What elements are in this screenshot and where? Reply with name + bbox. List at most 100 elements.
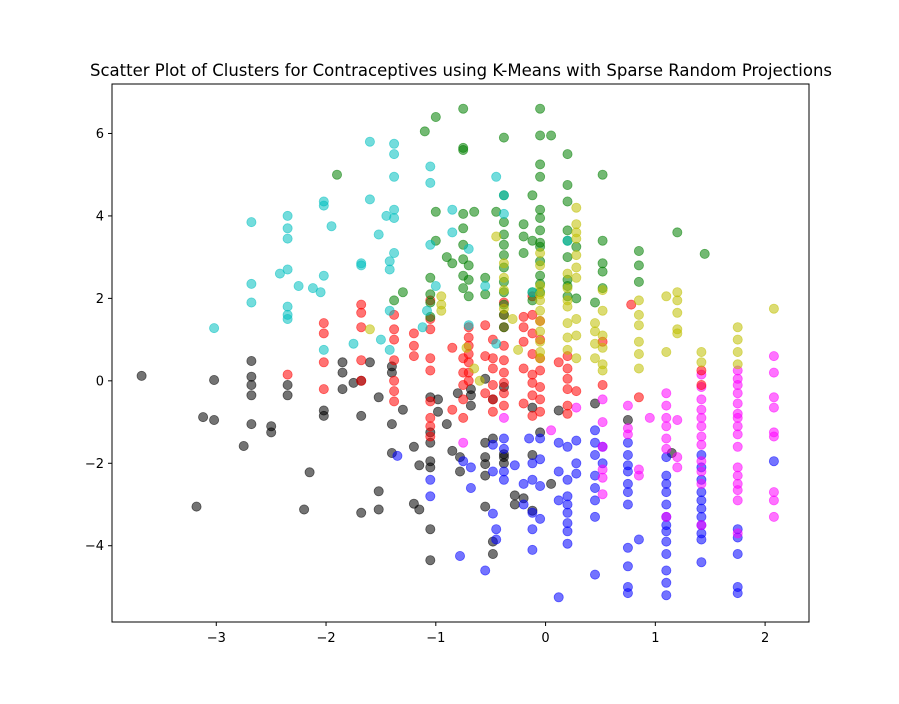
scatter-point: [597, 489, 608, 500]
scatter-point: [562, 301, 573, 312]
scatter-point: [546, 425, 557, 436]
scatter-point: [318, 384, 329, 395]
scatter-point: [282, 390, 293, 401]
scatter-point: [518, 398, 529, 409]
scatter-point: [535, 365, 546, 376]
x-tick-label: −1: [426, 631, 445, 646]
scatter-point: [318, 318, 329, 329]
scatter-point: [518, 311, 529, 322]
scatter-point: [441, 252, 452, 263]
scatter-point: [414, 504, 425, 515]
scatter-point: [463, 332, 474, 343]
scatter-point: [597, 330, 608, 341]
scatter-point: [447, 227, 458, 238]
scatter-point: [562, 474, 573, 485]
scatter-point: [425, 161, 436, 172]
scatter-point: [498, 303, 509, 314]
scatter-point: [571, 293, 582, 304]
y-tick-label: −4: [85, 539, 104, 554]
scatter-point: [474, 375, 485, 386]
scatter-point: [364, 324, 375, 335]
scatter-point: [513, 344, 524, 355]
scatter-point: [527, 544, 538, 555]
scatter-point: [553, 405, 564, 416]
scatter-point: [696, 394, 707, 405]
scatter-point: [571, 202, 582, 213]
scatter-point: [414, 460, 425, 471]
x-tick-label: −2: [316, 631, 335, 646]
scatter-point: [661, 412, 672, 423]
scatter-point: [633, 348, 644, 359]
scatter-point: [373, 486, 384, 497]
scatter-point: [661, 577, 672, 588]
scatter-point: [626, 299, 637, 310]
scatter-point: [535, 480, 546, 491]
scatter-point: [622, 429, 633, 440]
scatter-point: [458, 283, 469, 294]
scatter-point: [696, 421, 707, 432]
scatter-point: [732, 528, 743, 539]
scatter-point: [491, 338, 502, 349]
scatter-point: [337, 367, 348, 378]
scatter-point: [562, 384, 573, 395]
scatter-point: [425, 412, 436, 423]
scatter-point: [209, 323, 220, 334]
scatter-point: [487, 466, 498, 477]
y-axis: −4 −2 0 2 4 6: [85, 127, 112, 554]
scatter-point: [373, 229, 384, 240]
scatter-point: [571, 330, 582, 341]
scatter-point: [518, 247, 529, 258]
scatter-point: [633, 245, 644, 256]
scatter-point: [553, 466, 564, 477]
scatter-point: [661, 470, 672, 481]
scatter-point: [732, 495, 743, 506]
scatter-point: [661, 549, 672, 560]
scatter-point: [282, 264, 293, 275]
scatter-point: [535, 381, 546, 392]
scatter-point: [527, 410, 538, 421]
scatter-point: [498, 132, 509, 143]
scatter-point: [571, 250, 582, 261]
scatter-point: [373, 504, 384, 515]
scatter-point: [571, 313, 582, 324]
scatter-point: [331, 169, 342, 180]
scatter-point: [699, 248, 710, 259]
scatter-point: [597, 394, 608, 405]
scatter-point: [661, 400, 672, 411]
scatter-point: [535, 103, 546, 114]
scatter-point: [562, 268, 573, 279]
scatter-point: [661, 526, 672, 537]
scatter-point: [397, 287, 408, 298]
scatter-point: [425, 272, 436, 283]
x-tick-label: 2: [761, 631, 769, 646]
scatter-point: [768, 392, 779, 403]
scatter-point: [527, 524, 538, 535]
scatter-point: [458, 208, 469, 219]
scatter-point: [337, 384, 348, 395]
y-tick-label: −2: [85, 457, 104, 472]
scatter-point: [535, 130, 546, 141]
scatter-point: [732, 346, 743, 357]
scatter-point: [293, 280, 304, 291]
scatter-point: [498, 322, 509, 333]
scatter-point: [498, 208, 509, 219]
scatter-point: [480, 459, 491, 470]
scatter-point: [389, 295, 400, 306]
scatter-point: [535, 353, 546, 364]
scatter-point: [732, 441, 743, 452]
scatter-point: [518, 478, 529, 489]
scatter-point: [454, 551, 465, 562]
y-tick-label: 4: [96, 209, 104, 224]
scatter-point: [246, 390, 257, 401]
scatter-point: [590, 511, 601, 522]
scatter-point: [672, 452, 683, 463]
scatter-point: [498, 388, 509, 399]
scatter-point: [498, 367, 509, 378]
scatter-point: [768, 431, 779, 442]
scatter-point: [732, 398, 743, 409]
scatter-point: [318, 410, 329, 421]
scatter-point: [282, 369, 293, 380]
scatter-point: [498, 377, 509, 388]
scatter-point: [364, 136, 375, 147]
scatter-point: [661, 590, 672, 601]
